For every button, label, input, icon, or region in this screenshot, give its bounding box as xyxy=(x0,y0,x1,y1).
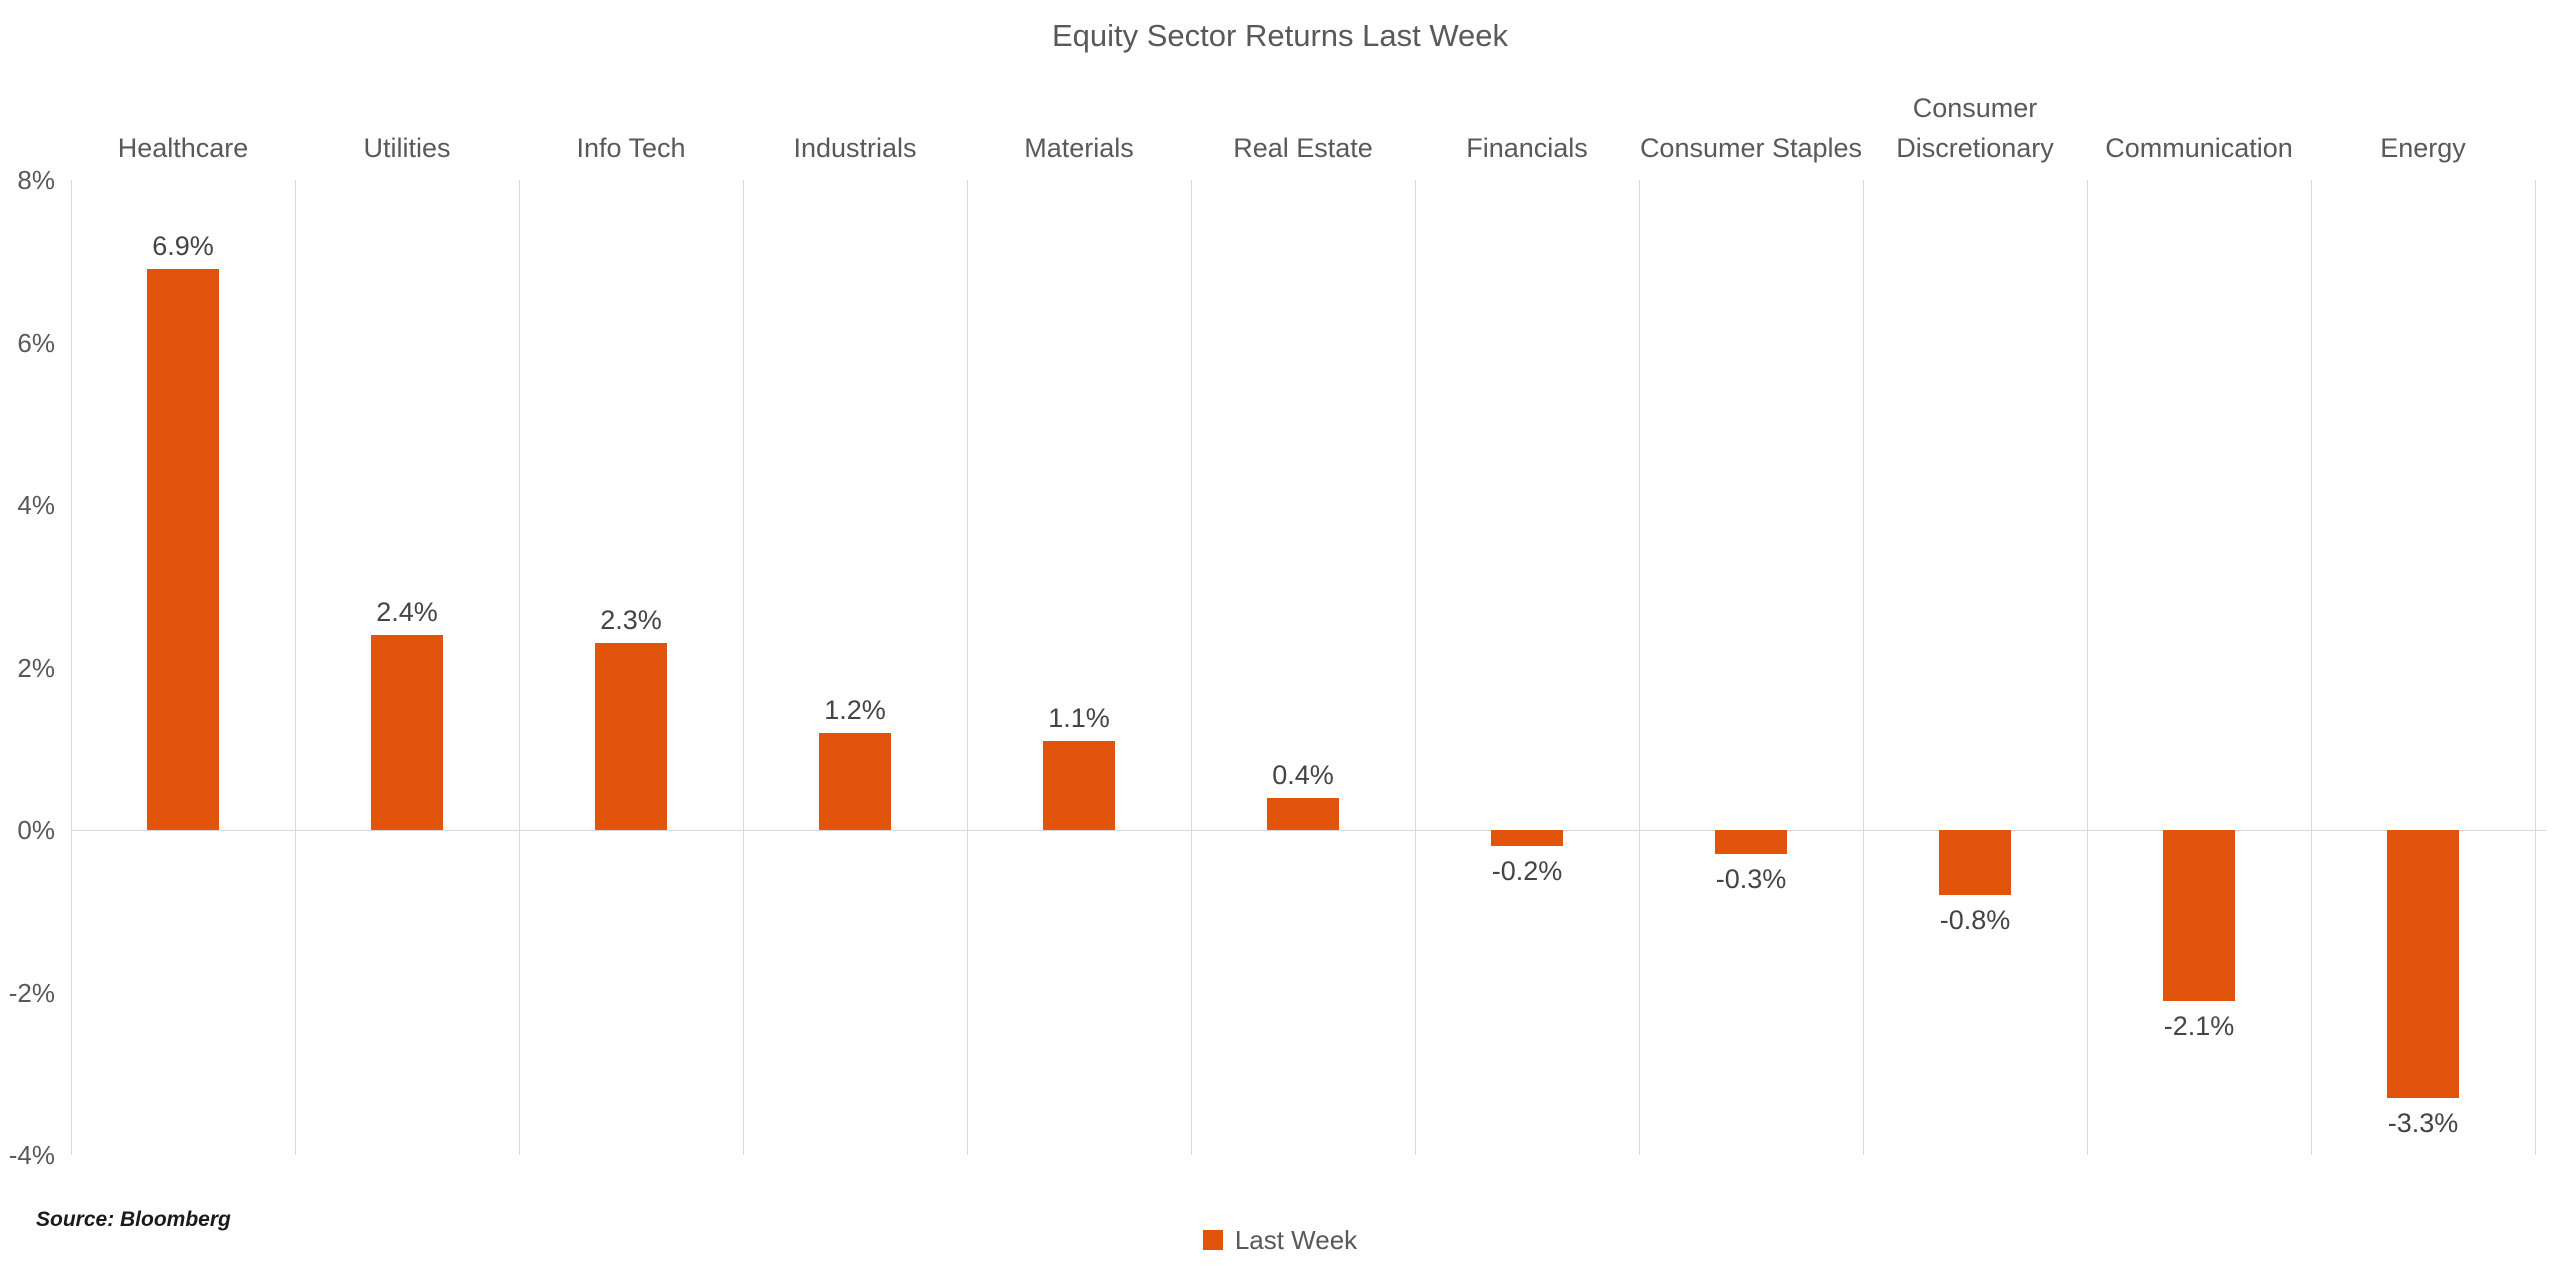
category-label: Energy xyxy=(2380,133,2466,163)
bar-consumer-staples[interactable] xyxy=(1715,830,1787,855)
value-label: 1.2% xyxy=(824,694,886,725)
y-tick-label: 8% xyxy=(17,165,55,195)
bar-financials[interactable] xyxy=(1491,830,1563,847)
y-tick-label: 2% xyxy=(17,652,55,683)
y-tick-label: -4% xyxy=(8,1140,55,1170)
vertical-gridline xyxy=(1415,180,1416,1155)
value-label: -0.2% xyxy=(1491,856,1563,887)
y-tick-label: -2% xyxy=(8,977,55,1008)
legend-swatch-icon xyxy=(1202,1230,1223,1250)
vertical-gridline xyxy=(295,180,296,1155)
bar-utilities[interactable] xyxy=(371,635,443,830)
zero-gridline xyxy=(71,830,2546,831)
y-tick-label: 0% xyxy=(17,815,55,845)
bar-info-tech[interactable] xyxy=(595,643,667,830)
source-note: Source: Bloomberg xyxy=(36,1208,231,1231)
value-label: 1.1% xyxy=(1048,702,1110,733)
y-tick-label: 6% xyxy=(17,327,55,358)
vertical-gridline xyxy=(2535,180,2536,1155)
category-label: Real Estate xyxy=(1233,133,1373,163)
bar-consumer-discretionary[interactable] xyxy=(1939,830,2011,895)
category-label: Healthcare xyxy=(117,133,249,163)
vertical-gridline xyxy=(1191,180,1192,1155)
bar-energy[interactable] xyxy=(2387,830,2459,1099)
category-label: Consumer Staples xyxy=(1639,133,1863,163)
category-label: Consumer Discretionary xyxy=(1896,93,2054,163)
y-tick-label: 4% xyxy=(17,490,55,520)
value-label: -0.8% xyxy=(1939,905,2011,935)
value-label: -0.3% xyxy=(1715,864,1787,895)
chart-title: Equity Sector Returns Last Week xyxy=(1051,18,1509,53)
y-axis-line xyxy=(71,180,72,1155)
category-label: Materials xyxy=(1024,133,1134,163)
category-label: Info Tech xyxy=(576,133,686,163)
legend-label: Last Week xyxy=(1234,1224,1358,1255)
value-label: 6.9% xyxy=(152,231,214,262)
vertical-gridline xyxy=(2311,180,2312,1155)
value-label: -2.1% xyxy=(2163,1010,2235,1041)
vertical-gridline xyxy=(519,180,520,1155)
category-label: Communication xyxy=(2105,133,2293,163)
bar-healthcare[interactable] xyxy=(147,269,219,830)
vertical-gridline xyxy=(2087,180,2088,1155)
value-label: -3.3% xyxy=(2387,1108,2459,1139)
category-label: Financials xyxy=(1466,133,1588,163)
vertical-gridline xyxy=(743,180,744,1155)
value-label: 0.4% xyxy=(1272,759,1334,790)
value-label: 2.3% xyxy=(600,605,662,636)
bar-communication[interactable] xyxy=(2163,830,2235,1001)
bar-real-estate[interactable] xyxy=(1267,797,1339,830)
legend[interactable]: Last Week xyxy=(0,1224,2560,1256)
value-label: 2.4% xyxy=(376,597,438,627)
category-label: Industrials xyxy=(793,133,917,163)
vertical-gridline xyxy=(967,180,968,1155)
bar-materials[interactable] xyxy=(1043,740,1115,830)
category-label: Utilities xyxy=(363,133,451,163)
bar-industrials[interactable] xyxy=(819,732,891,830)
vertical-gridline xyxy=(1863,180,1864,1155)
vertical-gridline xyxy=(1639,180,1640,1155)
